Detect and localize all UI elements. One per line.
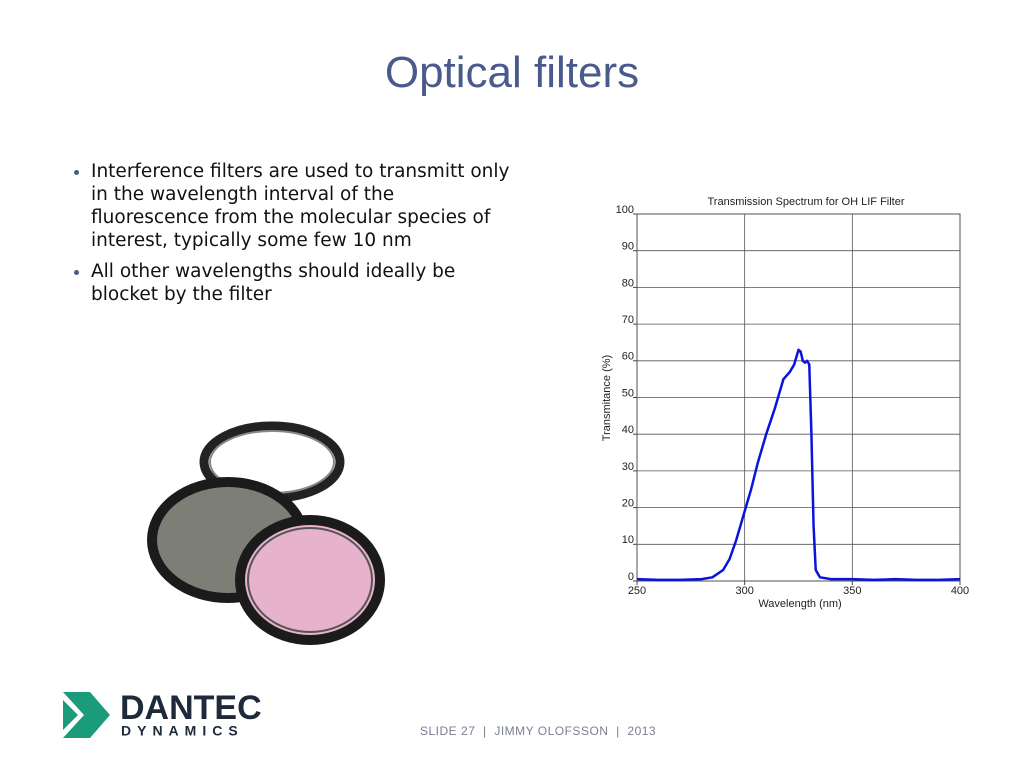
y-tick-label: 80 bbox=[622, 277, 634, 289]
x-axis-label: Wavelength (nm) bbox=[758, 598, 841, 610]
x-tick-label: 250 bbox=[628, 585, 646, 597]
bullet-list: Interference filters are used to transmi… bbox=[58, 160, 511, 314]
y-axis-label: Transmitance (%) bbox=[601, 355, 613, 441]
chart-title: Transmission Spectrum for OH LIF Filter bbox=[707, 196, 904, 208]
line-series bbox=[636, 348, 961, 582]
y-tick-label: 40 bbox=[622, 424, 634, 436]
y-tick-label: 10 bbox=[622, 534, 634, 546]
footer: SLIDE 27 | JIMMY OLOFSSON | 2013 bbox=[420, 724, 657, 738]
slide-title: Optical filters bbox=[384, 48, 640, 97]
y-tick-label: 50 bbox=[622, 387, 634, 399]
bullet: Interference filters are used to transmi… bbox=[91, 160, 511, 252]
y-tick-label: 20 bbox=[622, 498, 634, 510]
y-tick-label: 0 bbox=[628, 571, 634, 583]
x-tick-label: 400 bbox=[951, 585, 969, 597]
logo-subname: DYNAMICS bbox=[121, 723, 244, 739]
logo-name: DANTEC bbox=[120, 689, 262, 727]
x-tick-label: 350 bbox=[843, 585, 861, 597]
bullet: All other wavelengths should ideally be … bbox=[91, 260, 511, 306]
y-tick-label: 30 bbox=[622, 461, 634, 473]
logo-mark bbox=[63, 692, 110, 738]
filter-photo bbox=[147, 421, 385, 645]
x-tick-label: 300 bbox=[735, 585, 753, 597]
y-tick-label: 90 bbox=[622, 241, 634, 253]
y-tick-label: 70 bbox=[622, 314, 634, 326]
y-tick-label: 60 bbox=[622, 351, 634, 363]
y-tick-label: 100 bbox=[616, 204, 634, 216]
